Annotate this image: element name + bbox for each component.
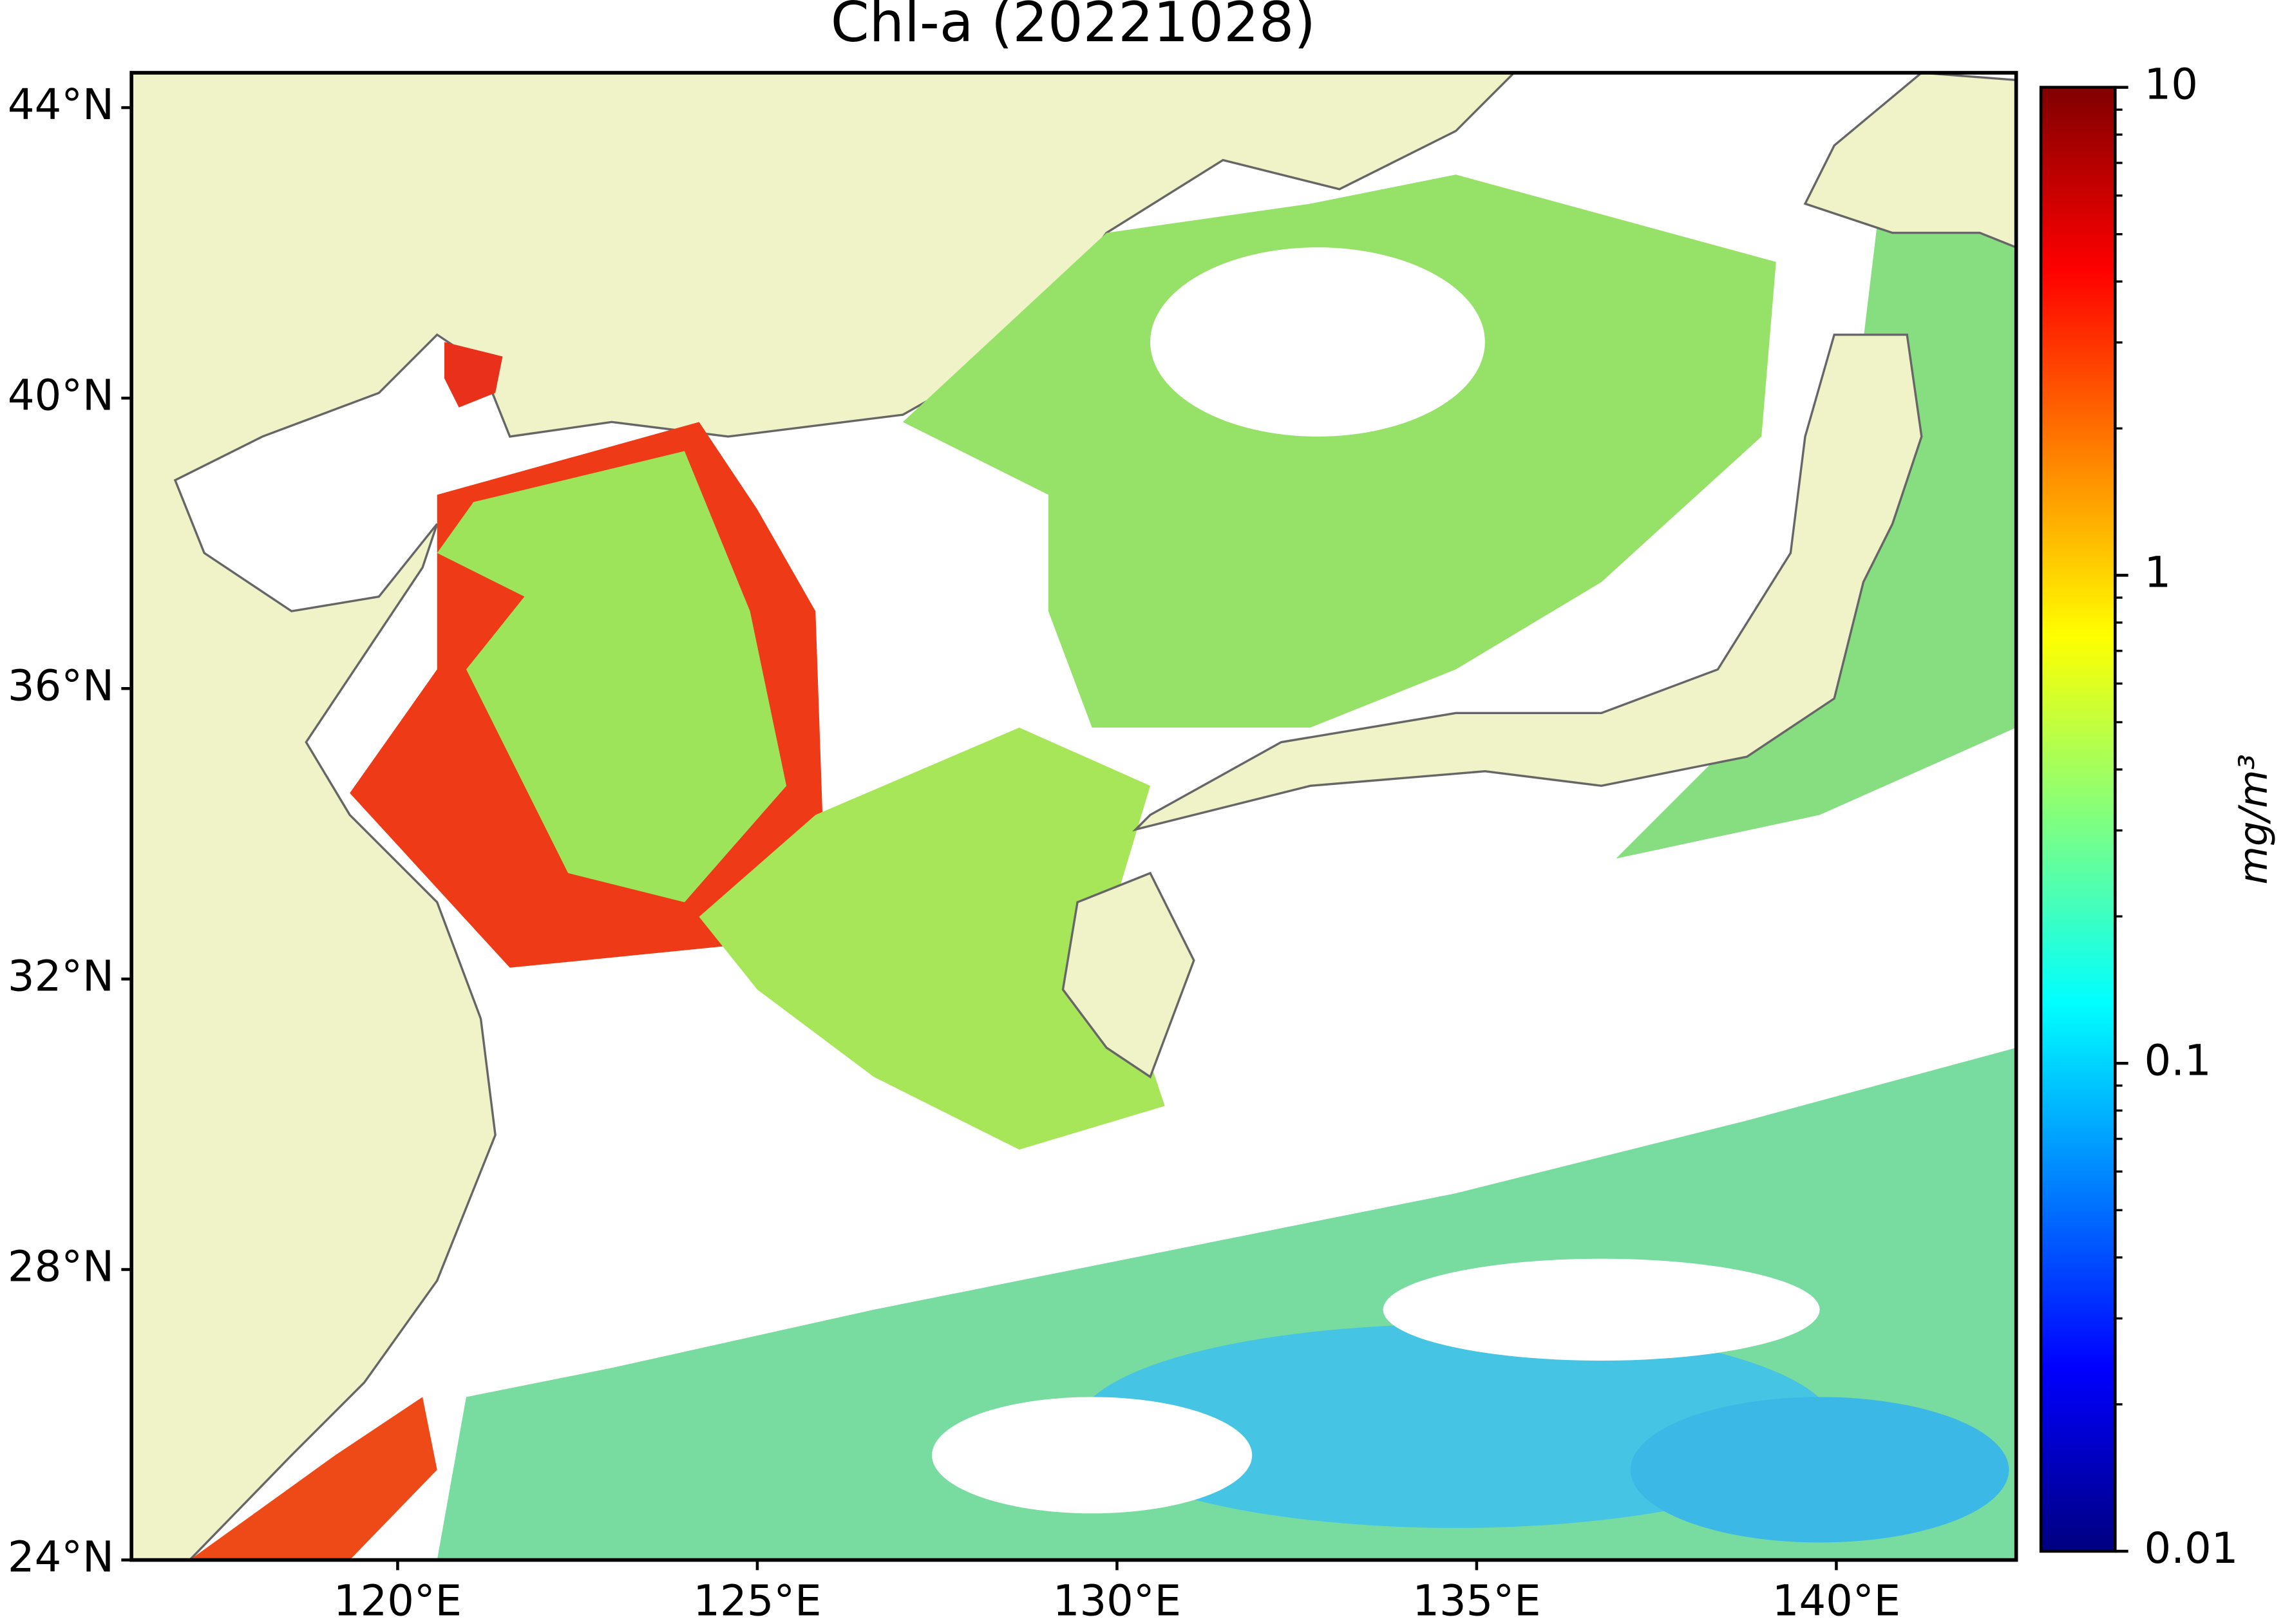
x-tick-label: 130°E bbox=[1053, 1576, 1181, 1624]
sea-of-japan bbox=[902, 175, 1776, 728]
map-image bbox=[131, 72, 2016, 1560]
colorbar-tick-label: 1 bbox=[2145, 548, 2172, 597]
japan-land bbox=[1132, 334, 1923, 832]
colorbar-tick-label: 0.1 bbox=[2145, 1036, 2212, 1085]
y-tick-label: 36°N bbox=[8, 661, 114, 710]
map-frame bbox=[129, 71, 2018, 1562]
yellow-sea bbox=[437, 451, 787, 903]
y-tick-label: 28°N bbox=[8, 1243, 114, 1292]
colorbar-tick-label: 10 bbox=[2145, 61, 2198, 109]
bohai-bloom bbox=[444, 342, 503, 408]
oligotrophic bbox=[1630, 1397, 2009, 1543]
pacific-east bbox=[1616, 218, 2016, 859]
y-tick-label: 32°N bbox=[8, 952, 114, 1001]
east-china-sea bbox=[699, 727, 1165, 1150]
x-tick-label: 125°E bbox=[693, 1576, 821, 1624]
chart-title: Chl-a (20221028) bbox=[831, 0, 1316, 55]
japan-land bbox=[1803, 72, 2016, 249]
y-tick-label: 40°N bbox=[8, 371, 114, 420]
colorbar-tick-label: 0.01 bbox=[2145, 1524, 2239, 1573]
colorbar-fill bbox=[2039, 86, 2117, 1553]
y-tick-label: 44°N bbox=[8, 80, 114, 129]
x-tick-label: 120°E bbox=[334, 1576, 462, 1624]
x-tick-label: 135°E bbox=[1412, 1576, 1540, 1624]
x-tick-label: 140°E bbox=[1772, 1576, 1900, 1624]
colorbar-label: mg/m³ bbox=[2231, 754, 2277, 885]
y-tick-label: 24°N bbox=[8, 1533, 114, 1582]
cloud bbox=[932, 1397, 1253, 1514]
japan-land bbox=[1061, 871, 1195, 1079]
taiwan-bloom bbox=[189, 1397, 437, 1560]
cloud bbox=[1150, 247, 1485, 437]
colorbar: 0.01 0.1 1 10 mg/m³ bbox=[2039, 61, 2277, 1573]
cloud bbox=[1383, 1258, 1820, 1361]
